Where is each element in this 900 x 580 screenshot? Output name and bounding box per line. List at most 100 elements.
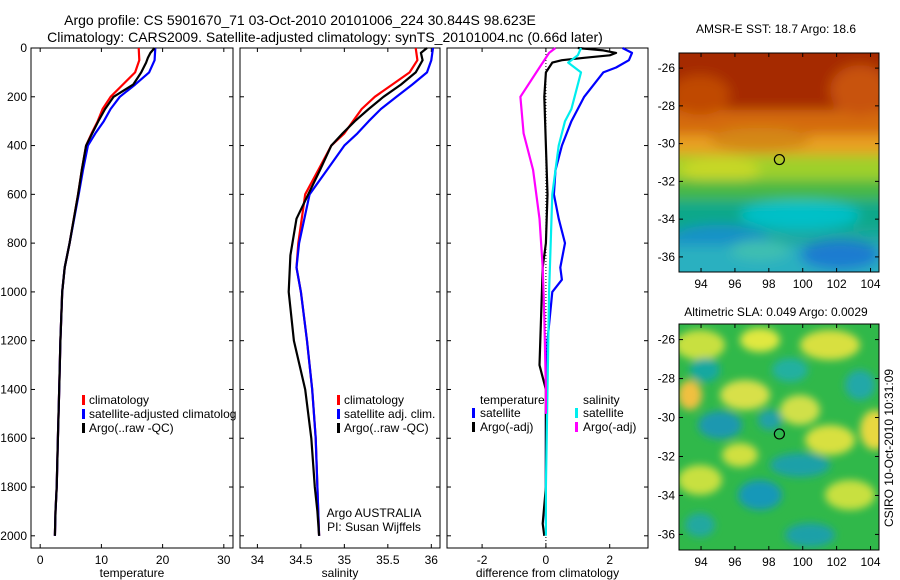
map-y-tick-label: -30 [658,411,676,425]
figure-title-line2: Climatology: CARS2009. Satellite-adjuste… [47,29,603,45]
sla-map-title: Altimetric SLA: 0.049 Argo: 0.0029 [684,305,868,319]
legend-label: climatology [89,393,149,407]
series-line-3 [519,47,557,414]
x-axis-label: temperature [100,566,165,580]
x-axis-label: difference from climatology [476,566,619,580]
y-tick-label: 800 [7,236,27,250]
x-tick-label: 30 [217,553,231,567]
legend-swatch [82,409,85,419]
x-tick-label: 0 [37,553,44,567]
x-tick-label: 34 [251,553,265,567]
legend-label: satellite [480,406,521,420]
plot-frame [446,47,649,549]
argo-position-marker [773,153,785,166]
plot-frame [30,47,234,549]
sla-map-frame [678,323,880,551]
y-tick-label: 1600 [0,431,27,445]
map-y-tick-label: -34 [658,212,676,226]
sst-map-frame [678,52,880,273]
y-tick-label: 600 [7,187,27,201]
legend-label: satellite [583,406,624,420]
x-tick-label: 35.5 [376,553,400,567]
legend-label: Argo(-adj) [480,420,533,434]
legend-swatch [472,408,475,418]
temperature-panel: 0 10 20 30 0 200 400 600 800 1000 1200 1400 1600 1800… [0,41,236,580]
series-line-2 [544,47,583,536]
sla-heatmap [679,324,879,550]
legend-swatch [337,395,340,405]
map-y-tick-label: -36 [658,527,676,541]
legend-swatch [575,408,578,418]
legend-swatch [82,423,85,433]
x-tick-label: 20 [156,553,170,567]
map-x-tick-label: 98 [762,555,776,569]
y-tick-label: 1800 [0,480,27,494]
y-tick-label: 1200 [0,334,27,348]
x-tick-label: 10 [95,553,109,567]
sst-heatmap [679,53,879,272]
argo-position-marker [773,428,785,440]
x-tick-label: 35 [338,553,352,567]
sla-map-panel: Altimetric SLA: 0.049 Argo: 0.0029 [658,305,881,569]
y-tick-label: 1400 [0,382,27,396]
legend-label: satellite-adjusted climatolog [89,407,236,421]
y-tick-label: 0 [20,41,27,55]
legend-label: satellite adj. clim. [344,407,435,421]
annotation-line: PI: Susan Wijffels [327,520,421,534]
legend-title: temperature [480,393,545,407]
series-line-1 [538,46,618,536]
x-tick-label: 0 [543,553,550,567]
map-y-tick-label: -34 [658,488,676,502]
y-tick-label: 200 [7,90,27,104]
figure-title-line1: Argo profile: CS 5901670_71 03-Oct-2010 … [64,12,536,28]
map-y-tick-label: -28 [658,372,676,386]
series-line-2 [53,47,156,536]
legend-swatch [575,422,578,432]
map-x-tick-label: 102 [827,277,847,291]
x-tick-label: 2 [606,553,613,567]
map-y-tick-label: -36 [658,250,676,264]
map-x-tick-label: 98 [762,277,776,291]
map-x-tick-label: 96 [728,277,742,291]
x-axis-label: salinity [322,566,359,580]
annotation-line: Argo AUSTRALIA [327,506,422,520]
map-x-tick-label: 94 [694,277,708,291]
x-tick-label: -2 [477,553,488,567]
map-y-tick-label: -28 [658,99,676,113]
legend-label: climatology [344,393,404,407]
map-y-tick-label: -26 [658,61,676,75]
sst-map-axes: 94 96 98 100 102 104 -26 -28 -30 -32 -34 -36 [658,53,881,291]
map-y-tick-label: -26 [658,333,676,347]
y-tick-label: 2000 [0,529,27,543]
legend-swatch [337,423,340,433]
legend-title: salinity [583,393,620,407]
legend-swatch [472,422,475,432]
series-line-0 [544,47,634,524]
x-tick-label: 36 [425,553,439,567]
map-x-tick-label: 104 [861,277,881,291]
map-y-tick-label: -32 [658,174,676,188]
sst-map-panel: AMSR-E SST: 18.7 Argo: 18.6 [658,22,881,291]
map-y-tick-label: -32 [658,449,676,463]
map-x-tick-label: 94 [694,555,708,569]
map-x-tick-label: 100 [793,277,813,291]
series-line-2 [287,47,428,536]
series-line-1 [295,47,435,536]
legend-swatch [82,395,85,405]
map-x-tick-label: 100 [793,555,813,569]
y-tick-label: 400 [7,139,27,153]
side-timestamp: CSIRO 10-Oct-2010 10:31:09 [882,369,896,527]
series-line-0 [295,47,419,536]
legend-label: Argo(-adj) [583,420,636,434]
series-line-1 [53,47,157,536]
legend-swatch [337,409,340,419]
legend-label: Argo(..raw -QC) [89,421,174,435]
sst-map-title: AMSR-E SST: 18.7 Argo: 18.6 [696,22,856,36]
x-tick-label: 34.5 [289,553,313,567]
sla-map-axes: 94 96 98 100 102 104 -26 -28 -30 -32 -34 -36 [658,324,881,569]
map-y-tick-label: -30 [658,137,676,151]
plot-frame [239,47,441,549]
map-x-tick-label: 104 [861,555,881,569]
